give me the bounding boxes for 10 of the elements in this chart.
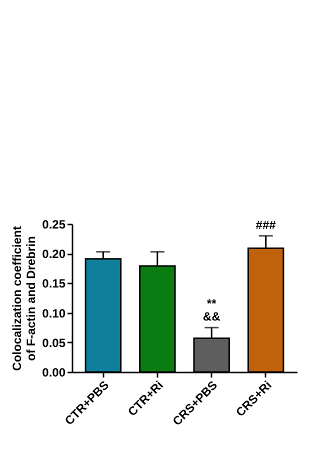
y-tick-label: 0.20 <box>42 247 66 262</box>
annotation: ### <box>256 218 276 232</box>
annotation: ** <box>206 296 217 311</box>
y-tick-label: 0.25 <box>42 218 66 232</box>
y-axis-title: Colocalization coefficient of F-actin and Drebrin <box>10 226 38 371</box>
annotation: && <box>202 310 221 324</box>
y-tick-label: 0.10 <box>42 306 66 320</box>
y-tick-label: 0.05 <box>42 336 66 350</box>
y-tick-label: 0.15 <box>42 276 66 291</box>
y-tick-label: 0.00 <box>42 366 66 380</box>
